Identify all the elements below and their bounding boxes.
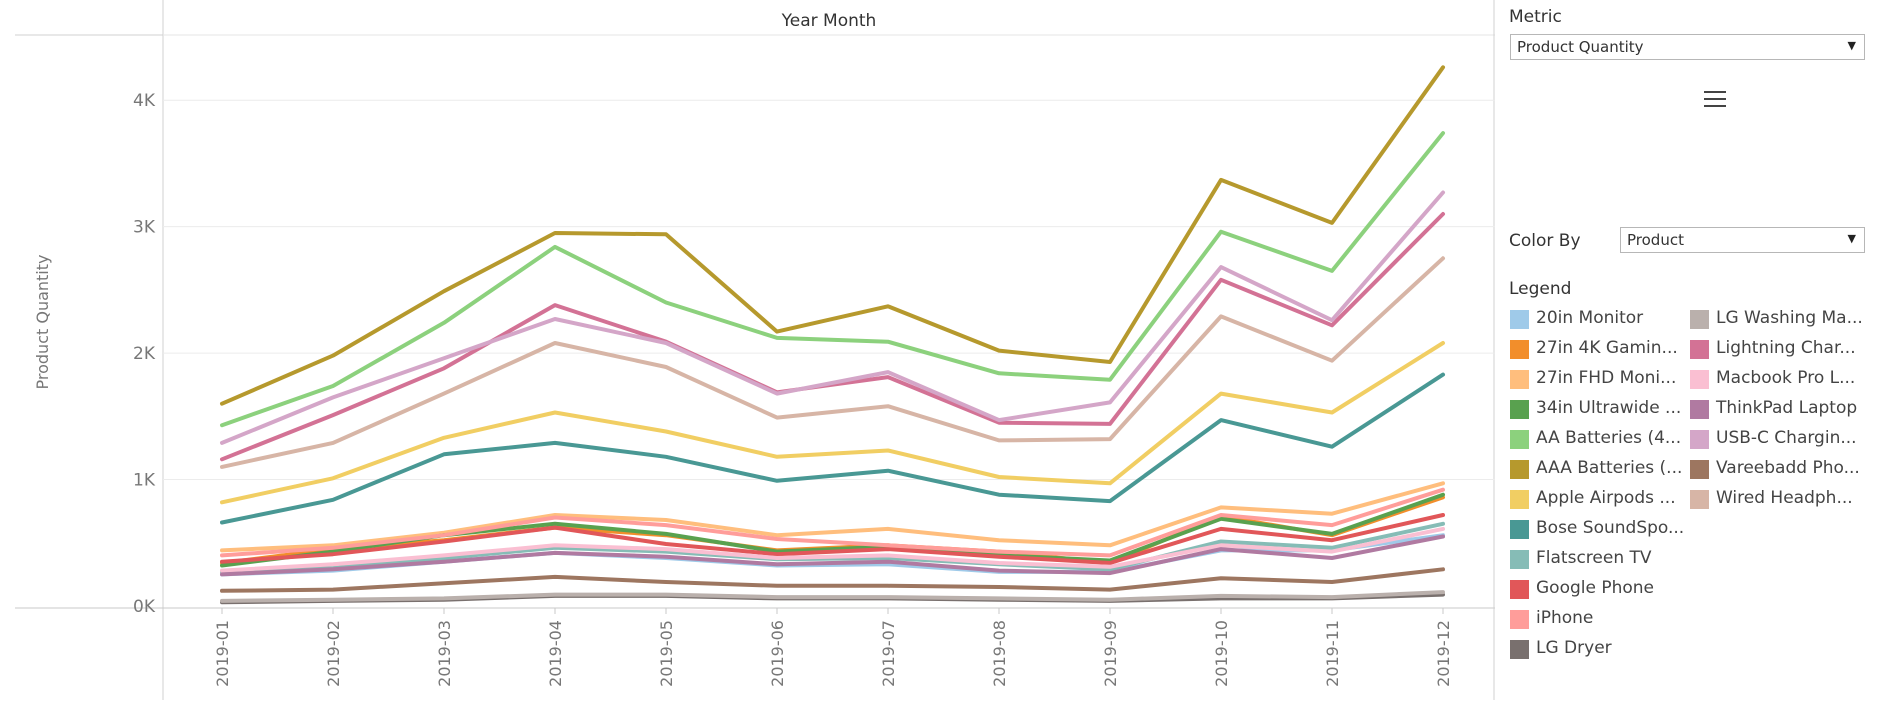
x-tick-label: 2019-04	[546, 620, 565, 687]
y-tick-label: 3K	[133, 218, 156, 238]
legend-swatch	[1690, 430, 1709, 449]
legend-label: 34in Ultrawide ...	[1536, 398, 1682, 418]
legend-label: Flatscreen TV	[1536, 548, 1652, 568]
x-tick-label: 2019-09	[1101, 620, 1120, 687]
series-line	[220, 567, 1445, 593]
hamburger-menu-icon[interactable]	[1704, 91, 1726, 109]
series-line	[220, 65, 1445, 406]
x-axis: 2019-01 2019-02 2019-03 2019-04 2019-05 2019-…	[213, 608, 1453, 687]
legend-swatch	[1510, 640, 1529, 659]
legend-title: Legend	[1509, 279, 1572, 299]
series-line	[220, 590, 1445, 603]
line-chart: Year Month Product Quantity 0K 1K 2K 3K 4K 2…	[15, 0, 1495, 700]
control-panel: Metric Product Quantity ▼ Color By Produ…	[1495, 0, 1877, 707]
legend-label: USB-C Chargin...	[1716, 428, 1857, 448]
legend-swatch	[1690, 340, 1709, 359]
legend-label: Bose SoundSpo...	[1536, 518, 1685, 538]
x-tick-label: 2019-10	[1212, 620, 1231, 687]
y-tick-label: 4K	[133, 91, 156, 111]
legend-label: Lightning Char...	[1716, 338, 1856, 358]
x-tick-label: 2019-03	[435, 620, 454, 687]
series-line	[220, 190, 1445, 445]
series-line	[220, 256, 1445, 469]
x-tick-label: 2019-11	[1323, 620, 1342, 687]
series-line	[220, 131, 1445, 428]
legend-label: Apple Airpods ...	[1536, 488, 1676, 508]
series-line	[220, 372, 1445, 525]
series-line	[220, 212, 1445, 462]
x-tick-label: 2019-02	[324, 620, 343, 687]
legend-swatch	[1690, 310, 1709, 329]
legend-swatch	[1510, 370, 1529, 389]
series-line	[220, 513, 1445, 565]
legend-swatch	[1690, 460, 1709, 479]
legend-swatch	[1510, 610, 1529, 629]
legend-swatch	[1510, 310, 1529, 329]
legend-label: ThinkPad Laptop	[1716, 398, 1858, 418]
legend-label: 27in 4K Gamin...	[1536, 338, 1678, 358]
legend-swatch	[1690, 370, 1709, 389]
legend-swatch	[1690, 400, 1709, 419]
chart-frame	[15, 0, 1495, 700]
y-tick-label: 2K	[133, 344, 156, 364]
legend-label: 20in Monitor	[1536, 308, 1644, 328]
metric-label: Metric	[1509, 7, 1562, 27]
legend-label: Google Phone	[1536, 578, 1655, 598]
legend-swatch	[1510, 400, 1529, 419]
color-by-select[interactable]: Product ▼	[1620, 227, 1865, 253]
chart-title: Year Month	[781, 11, 877, 31]
series-line	[220, 534, 1445, 577]
legend-label: AA Batteries (4...	[1536, 428, 1682, 448]
x-tick-label: 2019-07	[879, 620, 898, 687]
legend-swatch	[1690, 490, 1709, 509]
x-tick-label: 2019-06	[768, 620, 787, 687]
legend-label: LG Washing Ma...	[1716, 308, 1863, 328]
color-by-select-value: Product	[1627, 231, 1684, 249]
legend-label: Wired Headph...	[1716, 488, 1853, 508]
x-tick-label: 2019-05	[657, 620, 676, 687]
legend-swatch	[1510, 490, 1529, 509]
legend-swatch	[1510, 340, 1529, 359]
legend-label: Vareebadd Pho...	[1716, 458, 1860, 478]
legend-label: iPhone	[1536, 608, 1594, 628]
series-line	[220, 341, 1445, 505]
legend-label: AAA Batteries (...	[1536, 458, 1683, 478]
legend-label: LG Dryer	[1536, 638, 1612, 658]
metric-select-value: Product Quantity	[1517, 38, 1644, 56]
x-tick-label: 2019-08	[990, 620, 1009, 687]
x-tick-label: 2019-01	[213, 620, 232, 687]
legend-label: 27in FHD Moni...	[1536, 368, 1677, 388]
legend-label: Macbook Pro L...	[1716, 368, 1856, 388]
series-line	[220, 526, 1445, 573]
color-by-label: Color By	[1509, 231, 1581, 251]
gridlines	[163, 99, 1495, 481]
series-line	[220, 481, 1445, 553]
x-tick-label: 2019-12	[1434, 620, 1453, 687]
y-tick-label: 0K	[133, 597, 156, 617]
legend-swatch	[1510, 460, 1529, 479]
legend-swatch	[1510, 550, 1529, 569]
metric-select[interactable]: Product Quantity ▼	[1510, 34, 1865, 60]
legend-swatch	[1510, 580, 1529, 599]
series-lines	[220, 65, 1445, 605]
legend-swatch	[1510, 430, 1529, 449]
y-axis: 0K 1K 2K 3K 4K	[133, 91, 156, 617]
y-axis-label: Product Quantity	[33, 255, 52, 390]
legend-swatch	[1510, 520, 1529, 539]
series-line	[220, 487, 1445, 558]
y-tick-label: 1K	[133, 471, 156, 491]
caret-down-icon: ▼	[1847, 232, 1856, 245]
caret-down-icon: ▼	[1847, 39, 1856, 52]
